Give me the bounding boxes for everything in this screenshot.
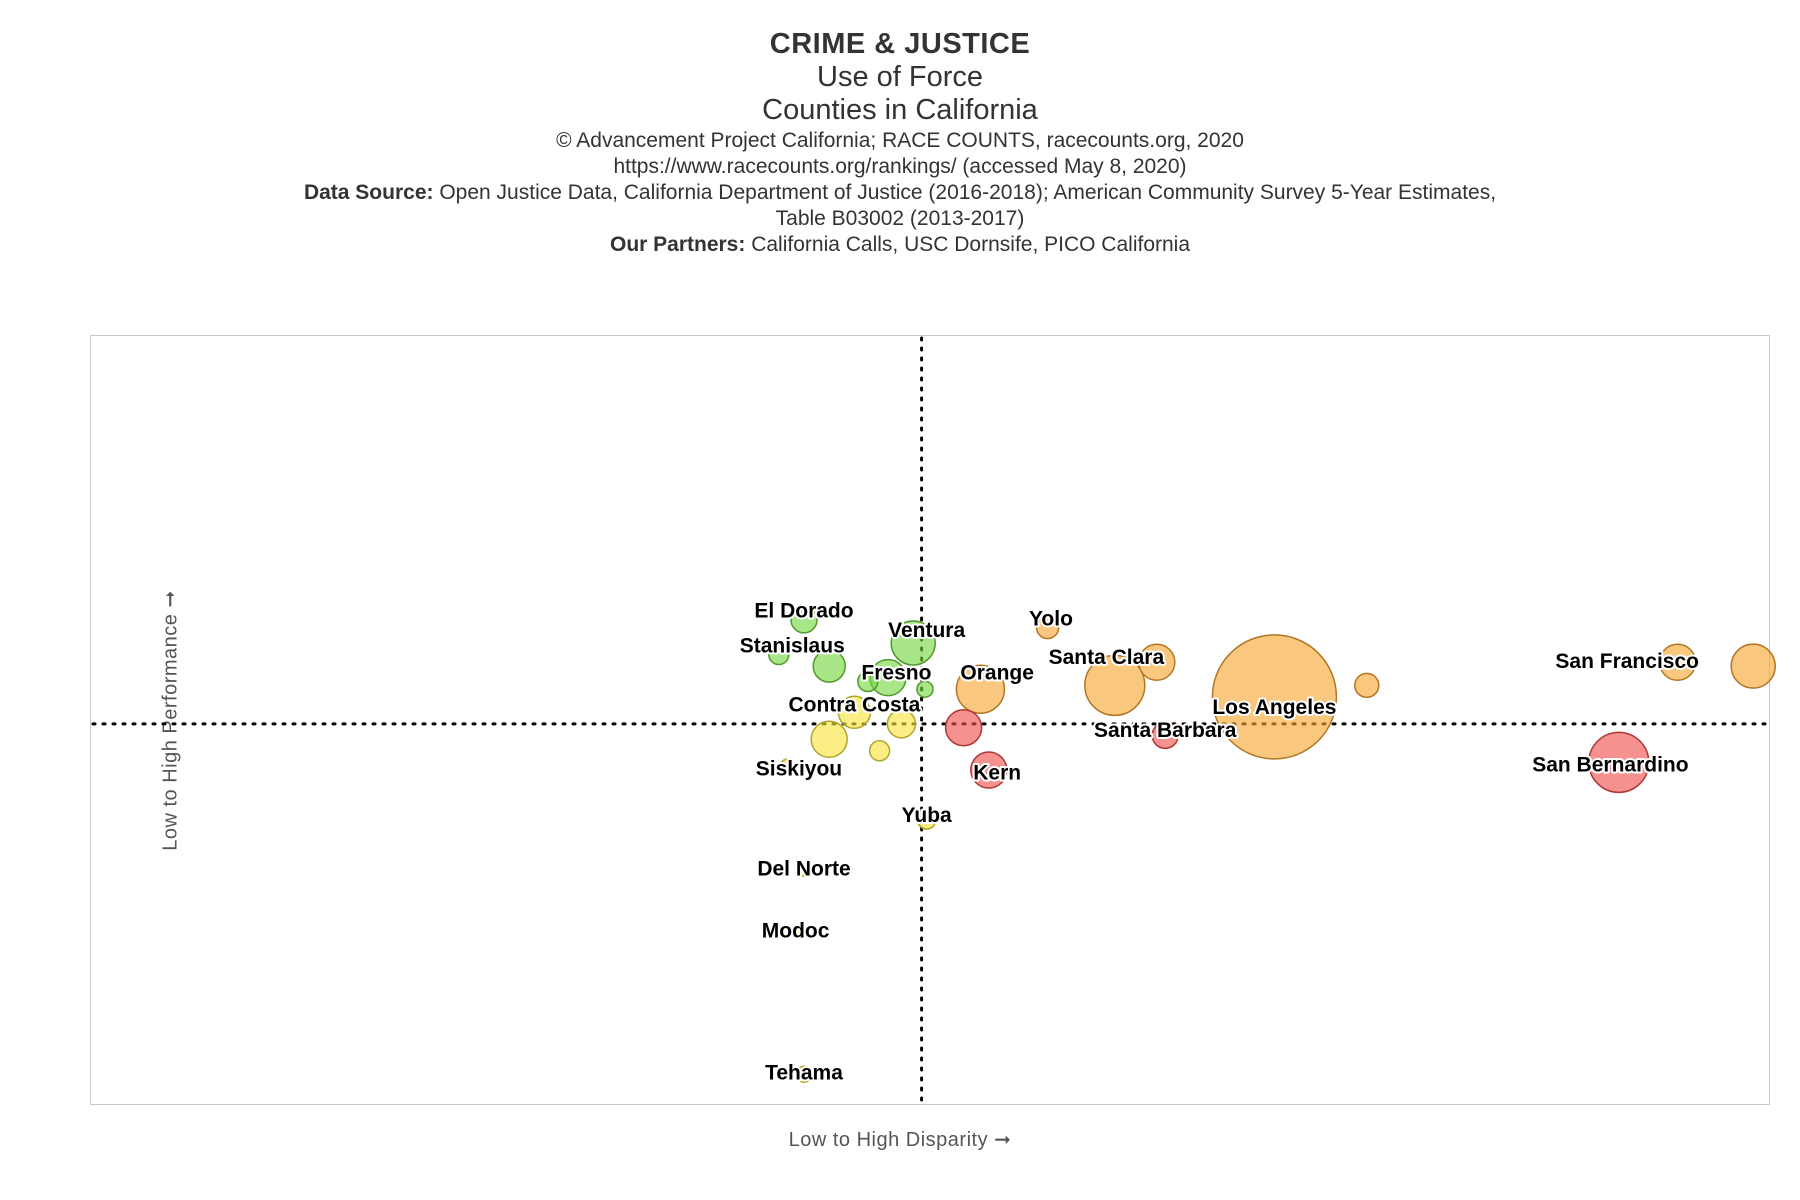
bubble-label: Los Angeles bbox=[1212, 696, 1336, 719]
bubble[interactable] bbox=[1731, 644, 1775, 688]
caption-partners: Our Partners: California Calls, USC Dorn… bbox=[0, 233, 1800, 257]
partners-text: California Calls, USC Dornsife, PICO Cal… bbox=[751, 233, 1190, 256]
bubble-label: Kern bbox=[973, 761, 1021, 784]
caption-datasource-2: Table B03002 (2013-2017) bbox=[0, 207, 1800, 231]
bubble-label: Santa Clara bbox=[1049, 646, 1165, 669]
bubble-label: Yuba bbox=[902, 804, 953, 827]
datasource-text-1: Open Justice Data, California Department… bbox=[439, 181, 1496, 204]
bubble-label: Ventura bbox=[888, 619, 965, 642]
bubble-label: Del Norte bbox=[757, 858, 850, 881]
bubble-label: Santa Barbara bbox=[1094, 719, 1237, 742]
title-sub1: Use of Force bbox=[0, 61, 1800, 94]
bubble-label: Siskiyou bbox=[756, 758, 842, 781]
bubble-plot: Los Angeles Santa Clara San Francisco Orang… bbox=[90, 335, 1770, 1105]
bubble-label: Orange bbox=[960, 661, 1034, 684]
caption-url: https://www.racecounts.org/rankings/ (ac… bbox=[0, 155, 1800, 179]
bubble-label: Yolo bbox=[1029, 607, 1073, 630]
bubble-label: Stanislaus bbox=[740, 634, 845, 657]
bubble-label: El Dorado bbox=[754, 600, 853, 623]
title-block: CRIME & JUSTICE Use of Force Counties in… bbox=[0, 0, 1800, 257]
bubble-label: San Francisco bbox=[1555, 650, 1699, 673]
datasource-label: Data Source: bbox=[304, 181, 434, 204]
title-main: CRIME & JUSTICE bbox=[0, 28, 1800, 61]
title-sub2: Counties in California bbox=[0, 94, 1800, 127]
x-axis-label: Low to High Disparity ➞ bbox=[0, 1127, 1800, 1152]
bubble[interactable] bbox=[946, 710, 982, 746]
bubble[interactable] bbox=[1355, 673, 1379, 697]
bubble-label: Fresno bbox=[861, 661, 931, 684]
chart-area: Los Angeles Santa Clara San Francisco Orang… bbox=[90, 335, 1770, 1105]
partners-label: Our Partners: bbox=[610, 233, 745, 256]
bubble[interactable] bbox=[811, 721, 847, 757]
bubble-label: Contra Costa bbox=[788, 694, 920, 717]
bubble-label: Modoc bbox=[762, 919, 830, 942]
bubble-label: Tehama bbox=[765, 1062, 843, 1085]
caption-copyright: © Advancement Project California; RACE C… bbox=[0, 129, 1800, 153]
caption-datasource-1: Data Source: Open Justice Data, Californ… bbox=[0, 181, 1800, 205]
bubble-label: San Bernardino bbox=[1532, 754, 1688, 777]
bubble[interactable] bbox=[870, 741, 890, 761]
page-root: CRIME & JUSTICE Use of Force Counties in… bbox=[0, 0, 1800, 1200]
